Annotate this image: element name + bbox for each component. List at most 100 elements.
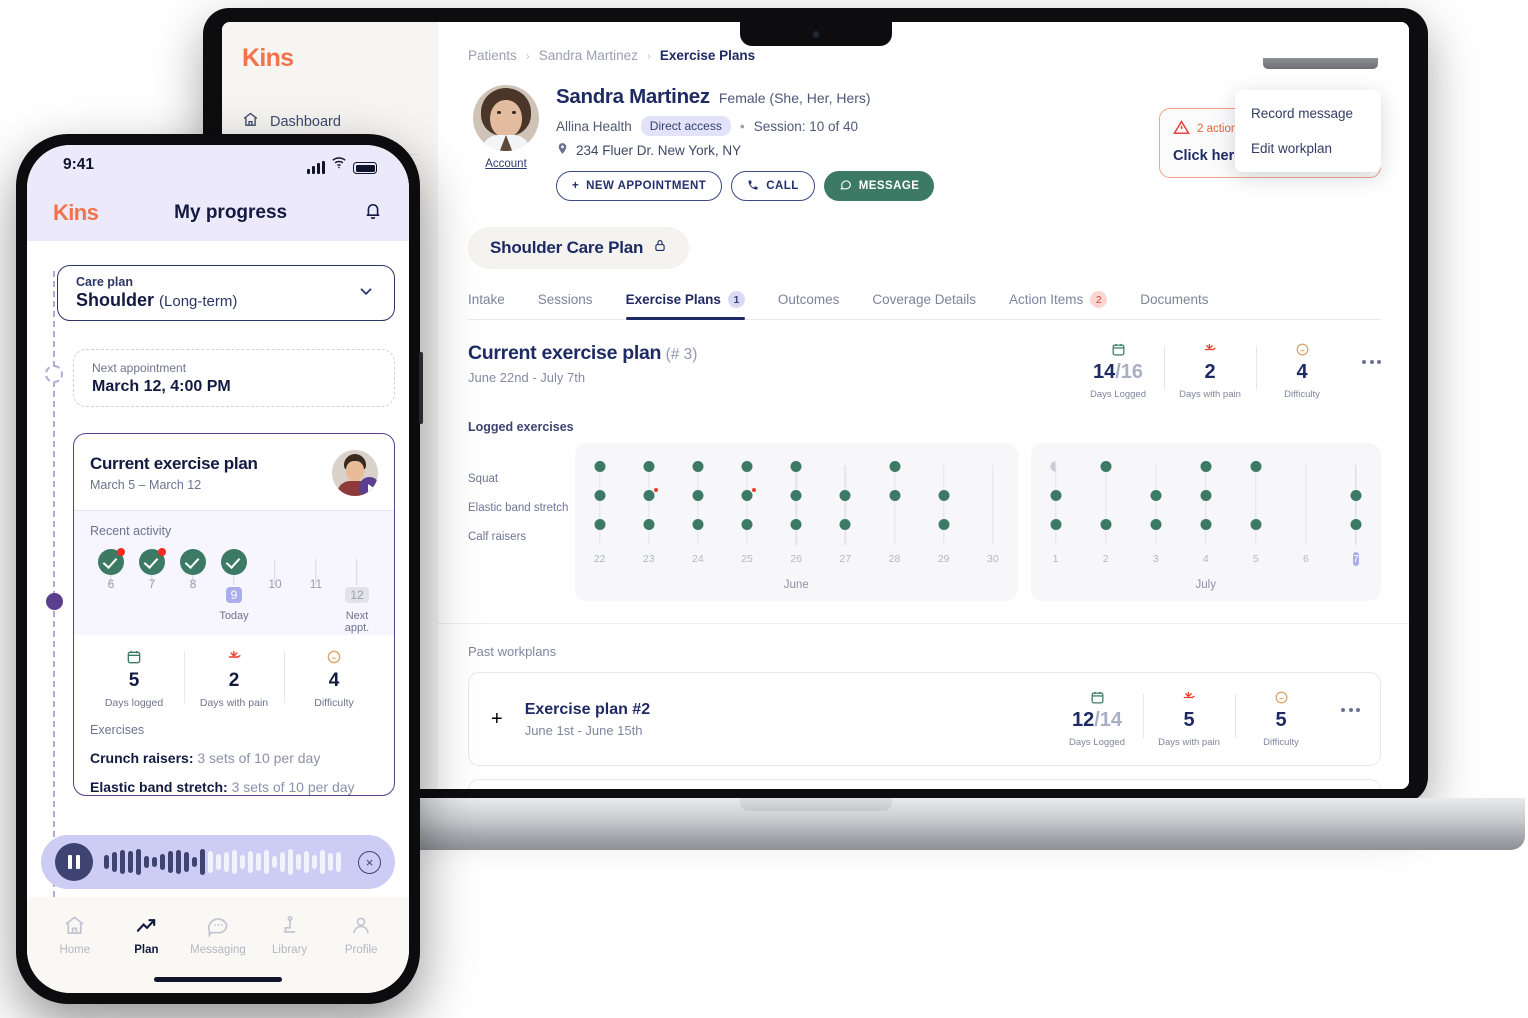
day-caption: Today <box>219 610 249 622</box>
day-number: 12 <box>345 587 369 603</box>
chart-axis-tick: 24 <box>692 553 704 565</box>
tab-outcomes[interactable]: Outcomes <box>778 292 840 318</box>
close-icon[interactable]: × <box>358 850 381 874</box>
tab-messaging[interactable]: Messaging <box>182 911 254 993</box>
chart-column <box>638 459 660 549</box>
play-icon[interactable] <box>359 477 378 496</box>
stat-difficulty: 4 Difficulty <box>1256 342 1348 400</box>
account-link[interactable]: Account <box>485 158 527 170</box>
plan-card-title: Current exercise plan <box>90 454 258 473</box>
chart-dot <box>741 461 753 472</box>
care-plan-chip[interactable]: Shoulder Care Plan <box>468 227 690 269</box>
tab-intake[interactable]: Intake <box>468 292 505 318</box>
stat-label: Difficulty <box>1263 737 1299 748</box>
exercises-section: Exercises Crunch raisers: 3 sets of 10 p… <box>74 719 394 795</box>
expand-icon[interactable]: + <box>491 707 503 730</box>
timeline-marker-current <box>46 593 63 610</box>
care-plan-qualifier: (Long-term) <box>159 293 238 310</box>
check-icon <box>180 549 206 575</box>
chart-dot <box>643 519 655 530</box>
activity-day[interactable]: 10 <box>258 549 292 623</box>
activity-day[interactable]: 7 <box>135 548 169 623</box>
stat-label: Difficulty <box>314 697 354 709</box>
chart-dot <box>1050 519 1062 530</box>
audio-waveform[interactable] <box>104 848 347 876</box>
pause-icon[interactable] <box>55 843 93 881</box>
chart-dot <box>1100 461 1112 472</box>
chart-dot <box>594 490 606 501</box>
past-workplan-row-partial[interactable] <box>468 779 1381 789</box>
tab-action-items[interactable]: Action Items 2 <box>1009 291 1108 319</box>
past-workplans-label: Past workplans <box>468 644 557 659</box>
waveform-bar <box>312 855 317 869</box>
activity-day[interactable]: 8 <box>176 549 210 623</box>
audio-player[interactable]: × <box>41 835 395 889</box>
call-button[interactable]: CALL <box>731 171 815 201</box>
breadcrumb-patient-name[interactable]: Sandra Martinez <box>538 48 638 63</box>
activity-day[interactable]: 9 Today <box>217 549 251 623</box>
sidebar-brand-logo[interactable]: Kins <box>242 44 294 72</box>
difficulty-gauge-icon <box>1241 690 1321 706</box>
next-appointment-label: Next appointment <box>92 360 187 375</box>
tab-coverage-details[interactable]: Coverage Details <box>872 292 976 318</box>
phone-screen: 9:41 Kins My progress <box>27 145 409 993</box>
tab-exercise-plans[interactable]: Exercise Plans 1 <box>625 291 746 320</box>
current-plan-date-range: June 22nd - July 7th <box>468 370 586 385</box>
recent-activity-label: Recent activity <box>90 524 172 538</box>
tab-label: Intake <box>468 292 505 307</box>
breadcrumb-patients[interactable]: Patients <box>468 48 517 63</box>
menu-item-record-message[interactable]: Record message <box>1251 106 1354 121</box>
tab-library[interactable]: Library <box>254 911 326 993</box>
chevron-down-icon[interactable] <box>356 281 376 306</box>
menu-item-edit-workplan[interactable]: Edit workplan <box>1251 141 1333 156</box>
chart-axis-tick: 23 <box>642 553 655 565</box>
chart-column <box>1295 459 1317 549</box>
day-caption <box>299 599 333 612</box>
waveform-bar <box>128 851 133 873</box>
stat-value: 5 <box>128 670 140 691</box>
phone-power-button[interactable] <box>419 352 423 424</box>
past-workplan-row[interactable]: + Exercise plan #2 June 1st - June 15th <box>468 672 1381 766</box>
tab-plan[interactable]: Plan <box>111 911 183 993</box>
current-plan-card[interactable]: Current exercise plan March 5 – March 12… <box>73 433 395 796</box>
message-button[interactable]: MESSAGE <box>823 171 935 201</box>
chart-column <box>982 459 1004 549</box>
tab-sessions[interactable]: Sessions <box>538 292 593 318</box>
bell-icon[interactable] <box>363 201 383 226</box>
activity-day[interactable]: 12 Next appt. <box>340 549 374 634</box>
chart-column <box>589 459 611 549</box>
coach-avatar[interactable] <box>332 450 378 496</box>
chart-dot <box>692 519 704 530</box>
tab-home[interactable]: Home <box>39 911 111 993</box>
tab-profile[interactable]: Profile <box>325 911 397 993</box>
day-caption <box>135 599 169 612</box>
next-appointment-card[interactable]: Next appointment March 12, 4:00 PM <box>73 349 395 407</box>
difficulty-gauge-icon <box>284 649 384 666</box>
check-icon <box>139 548 166 575</box>
chart-dot <box>692 461 704 472</box>
waveform-bar <box>192 857 197 867</box>
pain-burst-icon <box>1149 690 1229 706</box>
current-plan-more-button[interactable] <box>1362 360 1381 364</box>
waveform-bar <box>272 856 277 868</box>
stat-value: 12 <box>1071 709 1095 731</box>
past-workplan-title: Exercise plan #2 <box>524 700 651 718</box>
chart-dot <box>692 490 704 501</box>
plus-icon: + <box>572 180 580 192</box>
pain-burst-icon <box>1170 342 1250 358</box>
chart-axis-tick: 26 <box>790 553 803 565</box>
past-workplan-stats: 12/14 Days Logged 5 <box>1051 690 1360 748</box>
activity-day[interactable]: 11 <box>299 549 333 623</box>
avatar <box>473 85 539 151</box>
calendar-icon <box>84 649 184 666</box>
sidebar-item-dashboard[interactable]: Dashboard <box>242 111 418 132</box>
new-appointment-label: NEW APPOINTMENT <box>586 180 707 192</box>
chart-dot <box>790 519 802 530</box>
care-plan-selector[interactable]: Care plan Shoulder (Long-term) <box>57 265 395 321</box>
chart-row-label: Calf raisers <box>468 531 527 543</box>
activity-day[interactable]: 6 <box>94 548 128 623</box>
new-appointment-button[interactable]: + NEW APPOINTMENT <box>556 171 723 201</box>
tab-label: Documents <box>1140 292 1209 307</box>
tab-documents[interactable]: Documents <box>1140 292 1208 318</box>
past-workplan-more-button[interactable] <box>1341 708 1360 712</box>
